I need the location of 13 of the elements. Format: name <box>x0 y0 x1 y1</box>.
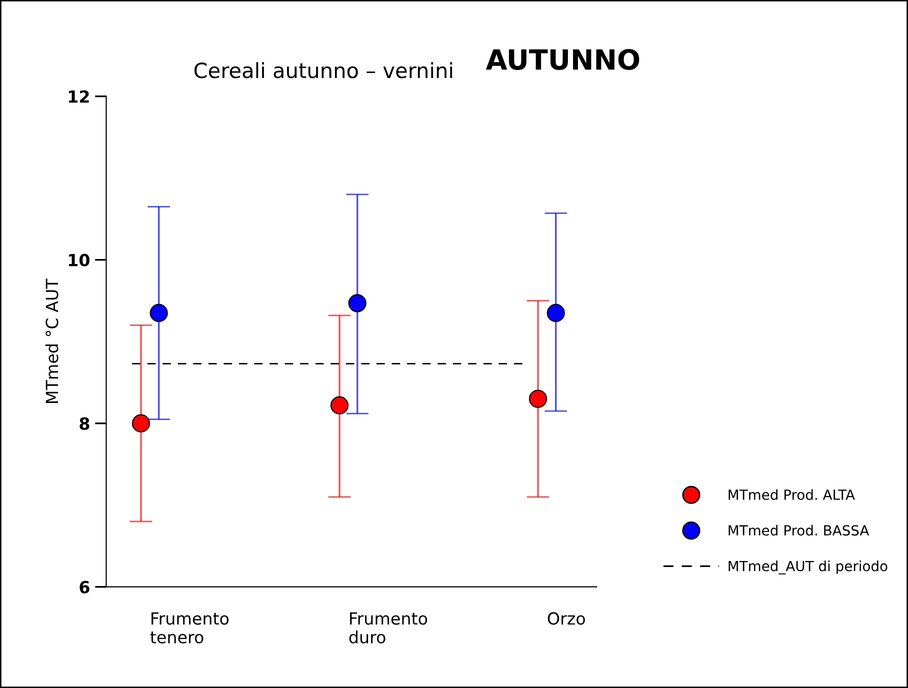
x-tick-label: Orzo <box>548 612 585 625</box>
legend-label: MTmed Prod. BASSA <box>728 524 870 536</box>
legend-label: MTmed_AUT di periodo <box>728 560 888 574</box>
y-tick-label: 8 <box>80 417 90 430</box>
y-axis-title: MTmed °C AUT <box>45 278 58 403</box>
y-tick-label: 10 <box>68 254 90 266</box>
chart-subtitle: AUTUNNO <box>486 48 640 70</box>
x-tick-label: Frumento tenero <box>150 612 229 644</box>
y-tick-label: 12 <box>68 90 89 103</box>
x-tick-label: Frumento duro <box>349 612 428 644</box>
legend-label: MTmed Prod. ALTA <box>728 489 855 500</box>
y-tick-label: 6 <box>80 580 90 594</box>
chart-title: Cereali autunno – vernini <box>194 62 452 78</box>
